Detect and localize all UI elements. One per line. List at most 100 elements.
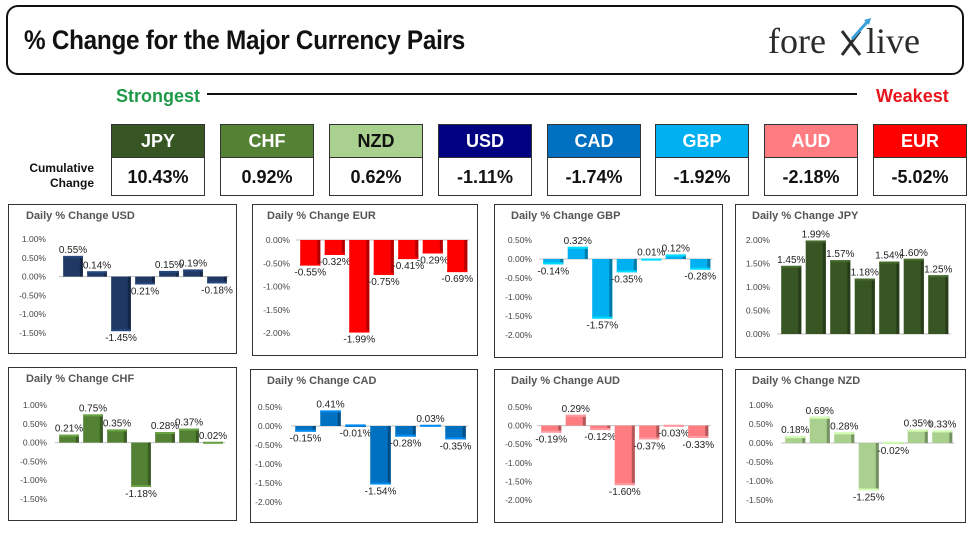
bar-face	[447, 240, 468, 273]
x-category-label: USD	[786, 370, 804, 372]
data-label: 0.21%	[55, 424, 83, 435]
bar-side	[175, 270, 179, 277]
bar-eur	[805, 240, 826, 334]
bar-side	[147, 442, 151, 487]
bar-jpy	[614, 425, 635, 486]
bar-face	[320, 410, 341, 426]
bar-face	[665, 254, 686, 259]
bar-chf	[135, 276, 155, 285]
logo-text-live: live	[866, 21, 920, 61]
x-category-label: GBP	[88, 205, 106, 207]
chart-title: Daily % Change USD	[26, 210, 135, 222]
bar-usd	[295, 426, 316, 432]
bar-cap	[883, 441, 904, 444]
bar-aud	[903, 258, 924, 334]
bar-jpy	[349, 240, 370, 333]
bar-cap	[541, 430, 562, 433]
data-label: 0.15%	[155, 260, 183, 271]
bar-cap	[207, 281, 227, 284]
x-category-label: NZD	[930, 205, 947, 207]
bar-face	[690, 259, 711, 270]
bar-chf	[854, 278, 875, 334]
currency-code: CAD	[547, 124, 641, 158]
bar-face	[349, 240, 370, 333]
bar-nzd	[207, 276, 227, 284]
bar-chart-jpy: 2.00% 1.50% 1.00% 0.50% 0.00% 1.45% USD 1.99% EU…	[746, 205, 953, 339]
data-label: 0.28%	[830, 421, 858, 432]
data-label: 0.19%	[179, 258, 207, 269]
bar-cap	[809, 416, 830, 419]
bar-side	[871, 278, 875, 334]
currency-tile-jpy: JPY 10.43%	[111, 124, 205, 196]
bar-eur	[320, 410, 341, 426]
x-category-label: NZD	[208, 205, 225, 207]
chart-panel-jpy: Daily % Change JPY 2.00% 1.50% 1.00% 0.50% 0…	[735, 204, 966, 358]
x-category-label: NZD	[690, 370, 707, 372]
bar-face	[445, 426, 466, 440]
x-category-label: AUD	[667, 205, 685, 207]
bar-side	[412, 426, 416, 437]
bar-aud	[183, 269, 203, 277]
cumulative-change-value: -2.18%	[764, 158, 858, 196]
bar-side	[945, 275, 949, 334]
bar-side	[607, 425, 611, 431]
x-category-label: CAD	[665, 370, 683, 372]
bar-side	[582, 414, 586, 426]
bar-face	[422, 240, 443, 254]
y-tick-label: -1.50%	[19, 328, 46, 338]
page-title: % Change for the Major Currency Pairs	[24, 25, 466, 55]
y-tick-label: -1.50%	[255, 478, 282, 488]
data-label: 0.41%	[316, 399, 344, 410]
data-label: -0.35%	[440, 441, 472, 452]
data-label: -0.18%	[201, 285, 233, 296]
chart-title: Daily % Change JPY	[752, 210, 859, 222]
strongest-label: Strongest	[116, 86, 201, 106]
bar-cap	[565, 414, 586, 417]
y-tick-label: -1.00%	[505, 292, 532, 302]
chart-panel-chf: Daily % Change CHF 1.00% 0.50% 0.00% -0.50%…	[8, 367, 237, 521]
bar-side	[199, 269, 203, 277]
bar-cad	[641, 258, 662, 261]
strength-divider-line	[207, 93, 857, 95]
currency-code: CHF	[220, 124, 314, 158]
bar-side	[439, 240, 443, 254]
bar-gbp	[324, 240, 345, 255]
y-tick-label: -0.50%	[20, 456, 47, 466]
bar-nzd	[690, 259, 711, 270]
bar-cad	[159, 270, 179, 277]
x-category-label: EUR	[64, 205, 82, 207]
bar-usd	[59, 434, 79, 443]
x-category-label: CHF	[375, 205, 392, 207]
bar-cap	[59, 434, 79, 437]
data-label: -0.14%	[537, 266, 569, 277]
data-label: -0.03%	[658, 429, 690, 440]
bar-side	[195, 428, 199, 443]
bar-cad	[155, 432, 175, 443]
bar-side	[462, 426, 466, 440]
x-category-label: CAD	[642, 205, 660, 207]
bar-cap	[688, 435, 709, 438]
bar-cap	[373, 272, 394, 275]
bar-face	[830, 260, 851, 334]
x-category-label: JPY	[133, 368, 149, 370]
bar-side	[920, 258, 924, 334]
x-category-label: GBP	[108, 368, 126, 370]
chart-title: Daily % Change AUD	[511, 375, 621, 387]
bar-gbp	[345, 424, 366, 427]
data-label: -0.28%	[390, 439, 422, 450]
data-label: 1.99%	[802, 229, 830, 240]
currency-code: JPY	[111, 124, 205, 158]
x-category-label: GBP	[326, 205, 344, 207]
bar-face	[183, 269, 203, 277]
chart-panel-cad: Daily % Change CAD 0.50% 0.00% -0.50% -1.00…	[250, 369, 478, 523]
bar-jpy	[111, 276, 131, 332]
bar-cap	[63, 255, 83, 258]
data-label: 0.18%	[781, 425, 809, 436]
bar-face	[805, 240, 826, 334]
bar-face	[903, 258, 924, 334]
bar-face	[135, 276, 155, 285]
bar-jpy	[592, 259, 613, 319]
bar-face	[879, 261, 900, 334]
x-category-label: GBP	[347, 370, 365, 372]
bar-cap	[781, 265, 802, 268]
